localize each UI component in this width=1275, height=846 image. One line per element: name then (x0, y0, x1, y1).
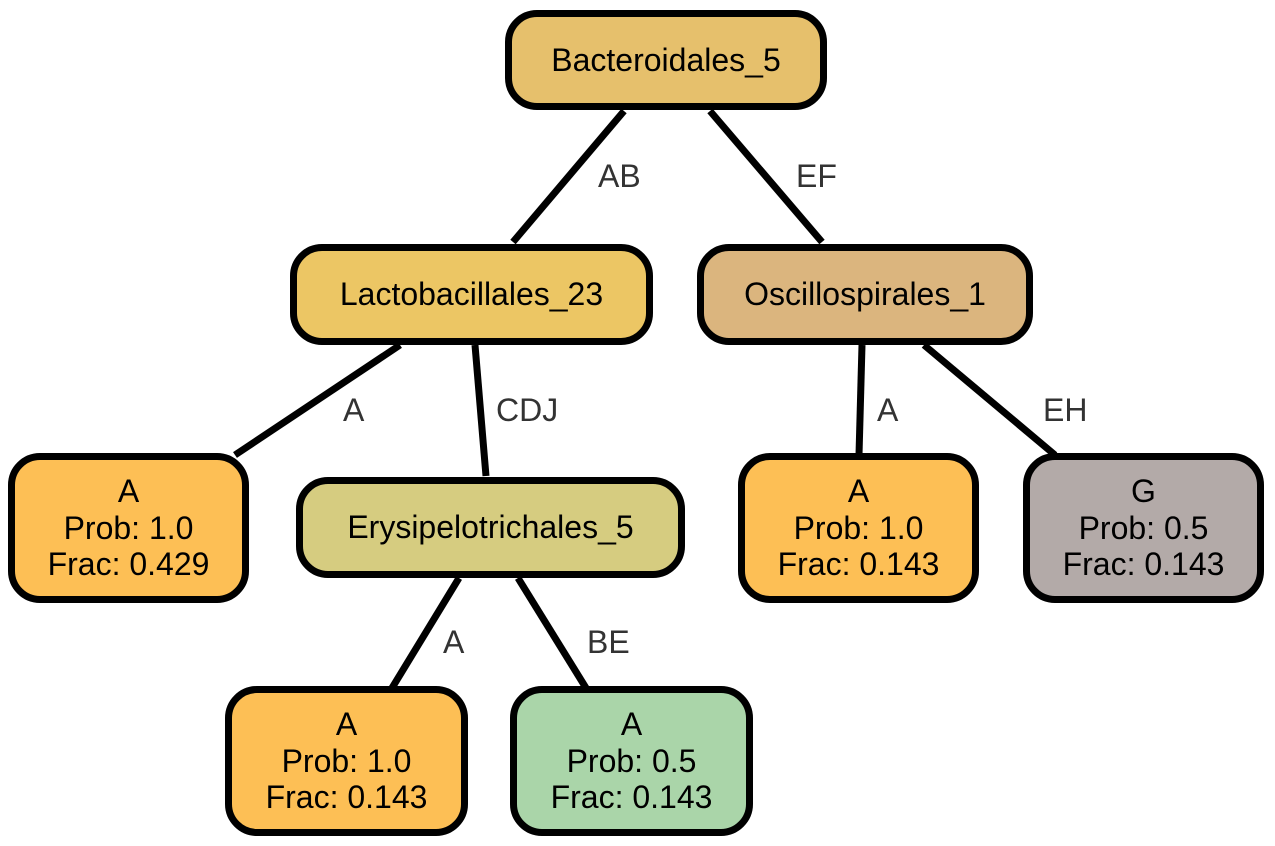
leaf-node-3: A Prob: 0.5 Frac: 0.143 (510, 686, 753, 836)
leaf-node-1: A Prob: 1.0 Frac: 0.429 (8, 453, 249, 603)
node-label: Erysipelotrichales_5 (347, 509, 634, 546)
leaf-label: A (117, 472, 140, 509)
leaf-node-4: A Prob: 1.0 Frac: 0.143 (738, 453, 979, 603)
leaf-label: G (1131, 472, 1156, 509)
edge-label-ef: EF (796, 158, 837, 194)
node-label: Oscillospirales_1 (744, 276, 986, 313)
leaf-label: A (335, 705, 358, 742)
edge-label-a-leaf1: A (343, 392, 365, 428)
edge-lactobacillales-erysipelotrichales (471, 344, 490, 477)
node-label: Bacteroidales_5 (551, 41, 781, 78)
leaf-node-5: G Prob: 0.5 Frac: 0.143 (1023, 453, 1264, 603)
edge-erysipelotrichales-leaf3 (515, 576, 589, 690)
leaf-label: A (847, 472, 870, 509)
leaf-prob: Prob: 0.5 (1078, 509, 1209, 546)
node-bacteroidales: Bacteroidales_5 (505, 10, 827, 110)
leaf-prob: Prob: 1.0 (793, 509, 924, 546)
leaf-prob: Prob: 1.0 (63, 509, 194, 546)
edge-label-eh: EH (1043, 392, 1088, 428)
edge-erysipelotrichales-leaf2 (389, 576, 462, 690)
edge-oscillospirales-leaf4 (855, 344, 866, 456)
edge-label-a-leaf4: A (877, 392, 899, 428)
leaf-frac: Frac: 0.429 (47, 546, 210, 583)
node-lactobacillales: Lactobacillales_23 (290, 244, 653, 345)
edge-oscillospirales-leaf5 (921, 342, 1058, 458)
edge-root-lactobacillales (510, 108, 627, 245)
edge-root-oscillospirales (707, 108, 825, 245)
edge-label-a-leaf2: A (443, 624, 465, 660)
leaf-frac: Frac: 0.143 (550, 779, 713, 816)
edge-label-be: BE (587, 624, 630, 660)
node-erysipelotrichales: Erysipelotrichales_5 (296, 477, 685, 578)
leaf-frac: Frac: 0.143 (777, 546, 940, 583)
node-label: Lactobacillales_23 (339, 276, 604, 313)
leaf-prob: Prob: 1.0 (281, 742, 412, 779)
leaf-frac: Frac: 0.143 (265, 779, 428, 816)
edge-lactobacillales-leaf1 (233, 342, 402, 458)
leaf-prob: Prob: 0.5 (566, 742, 697, 779)
edge-label-cdj: CDJ (496, 392, 559, 428)
edge-label-ab: AB (598, 158, 641, 194)
node-oscillospirales: Oscillospirales_1 (697, 244, 1033, 345)
leaf-frac: Frac: 0.143 (1062, 546, 1225, 583)
leaf-node-2: A Prob: 1.0 Frac: 0.143 (225, 686, 468, 836)
leaf-label: A (620, 705, 643, 742)
